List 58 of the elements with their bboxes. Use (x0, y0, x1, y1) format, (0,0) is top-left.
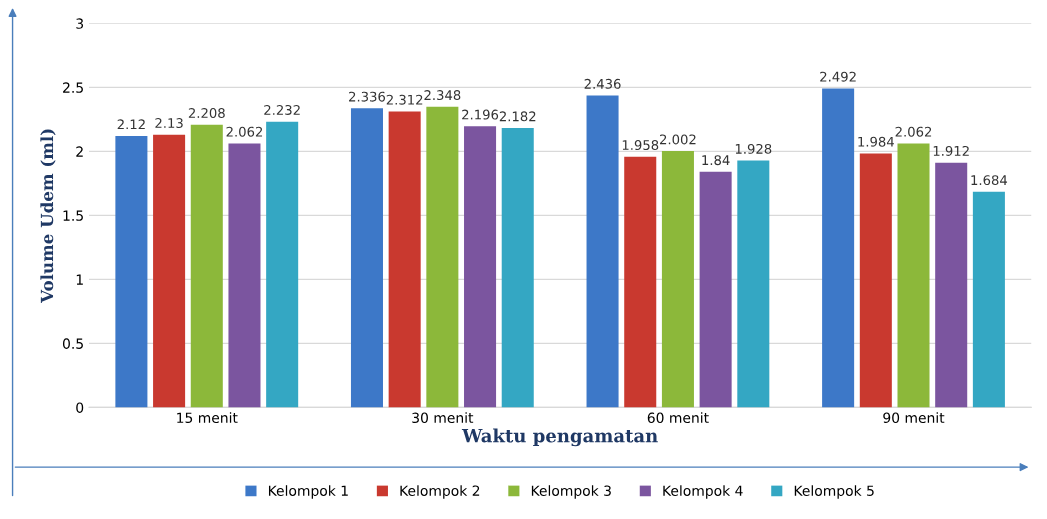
bar (699, 171, 732, 408)
bar (586, 95, 619, 408)
y-tick-label: 2 (76, 146, 83, 157)
x-tick-label: 60 menit (647, 412, 709, 424)
y-tick-label: 1.5 (63, 210, 83, 221)
bar (115, 136, 148, 408)
bar (153, 134, 186, 408)
bar (190, 124, 223, 408)
bar (822, 88, 855, 408)
bar (624, 156, 657, 408)
bar (350, 108, 383, 408)
bar (897, 143, 930, 408)
data-label: 2.312 (386, 94, 423, 105)
bar (464, 126, 497, 408)
data-label: 1.912 (933, 145, 969, 156)
data-label: 2.492 (820, 71, 856, 82)
data-label: 1.958 (622, 140, 659, 151)
data-label: 2.196 (462, 109, 499, 120)
bar (737, 160, 770, 408)
data-label: 1.84 (702, 155, 730, 166)
data-label: 2.182 (499, 111, 536, 122)
y-tick-label: 1 (76, 274, 83, 285)
data-label: 1.684 (971, 175, 1008, 186)
bar (266, 121, 299, 408)
data-label: 2.436 (584, 78, 621, 89)
bar (935, 162, 968, 408)
data-label: 2.062 (226, 126, 263, 137)
legend-label: Kelompok 2 (400, 485, 480, 499)
legend-label: Kelompok 3 (531, 485, 611, 499)
data-label: 2.232 (264, 104, 300, 115)
bar (661, 151, 694, 408)
data-label: 2.13 (155, 118, 183, 129)
x-tick-label: 90 menit (883, 412, 945, 424)
y-tick-label: 0.5 (62, 338, 83, 349)
x-axis-title: Waktu pengamatan (461, 428, 658, 447)
bar (388, 111, 421, 408)
data-label: 2.336 (349, 91, 386, 102)
y-tick-label: 0 (76, 402, 84, 413)
legend-label: Kelompok 4 (663, 485, 743, 499)
data-label: 2.12 (117, 119, 145, 130)
bar (972, 191, 1005, 408)
data-label: 1.984 (858, 136, 894, 147)
data-label: 2.002 (660, 134, 696, 145)
bar (228, 143, 261, 408)
x-tick-label: 30 menit (412, 412, 474, 424)
y-axis-title: Volume Udem (ml) (40, 129, 56, 303)
bar (426, 106, 459, 408)
bar (501, 128, 534, 408)
bar (859, 153, 892, 408)
legend-label: Kelompok 1 (268, 485, 348, 499)
legend-label: Kelompok 5 (794, 485, 874, 499)
data-label: 2.208 (188, 108, 225, 119)
y-tick-label: 2.5 (63, 82, 83, 93)
data-label: 2.062 (895, 126, 932, 137)
data-label: 2.348 (424, 90, 461, 101)
y-tick-label: 3 (76, 18, 84, 29)
x-tick-label: 15 menit (177, 412, 238, 424)
data-label: 1.928 (735, 143, 772, 154)
